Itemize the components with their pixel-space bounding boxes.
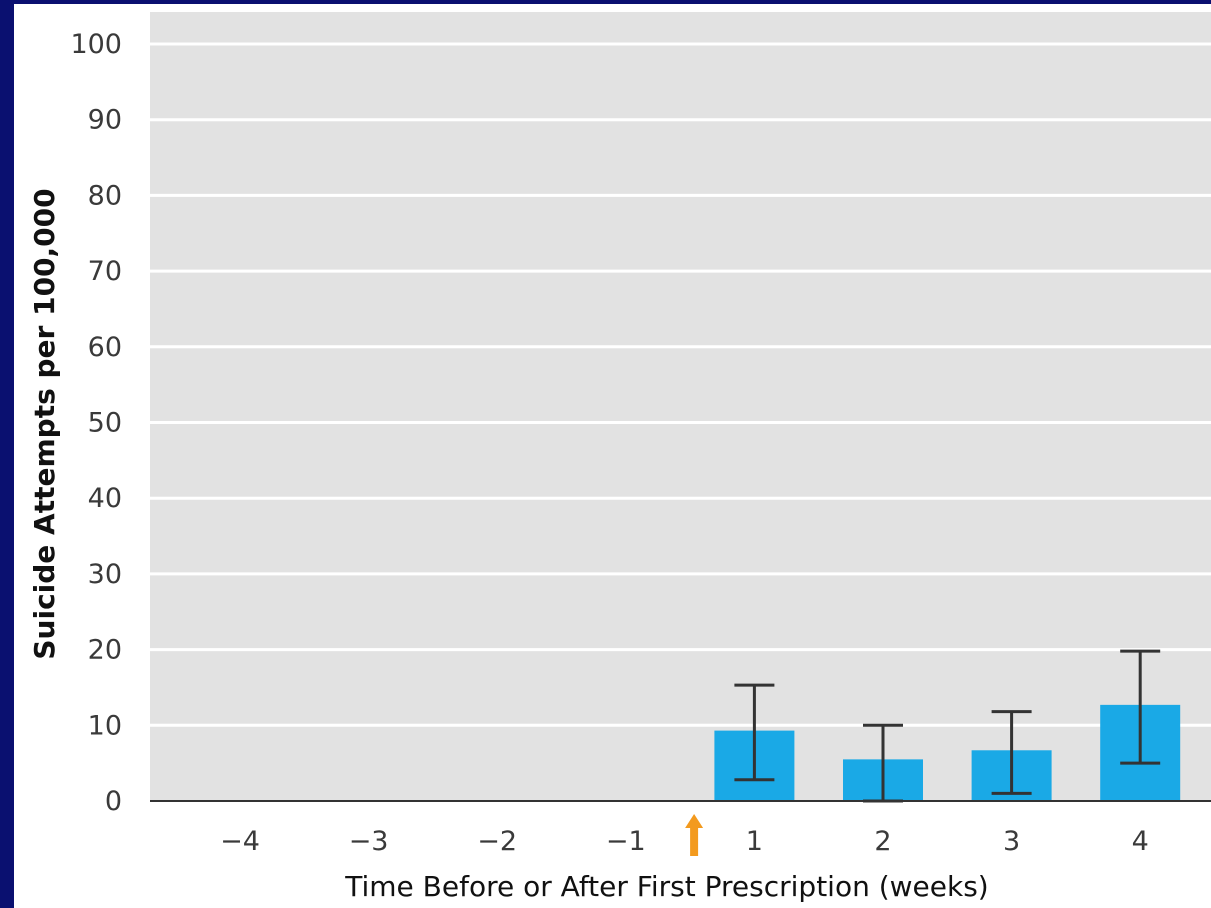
x-tick-label: −2 — [477, 826, 517, 857]
y-tick-label: 10 — [88, 710, 122, 741]
x-tick-label: 4 — [1132, 826, 1149, 857]
y-tick-labels: 0 10 20 30 40 50 60 70 80 90 100 — [70, 29, 122, 817]
error-bars — [734, 649, 1161, 803]
chart-figure: 0 10 20 30 40 50 60 70 80 90 100 −4 −3 −2 −1 1 2 3 4 Time… — [14, 4, 1211, 908]
x-tick-label: −4 — [220, 826, 260, 857]
y-tick-label: 30 — [88, 559, 122, 590]
x-tick-label: −3 — [349, 826, 389, 857]
plot-area — [150, 12, 1211, 801]
y-tick-label: 60 — [88, 332, 122, 363]
error-bar — [734, 683, 775, 782]
x-axis-title: Time Before or After First Prescription … — [344, 870, 988, 903]
y-tick-label: 40 — [88, 483, 122, 514]
x-tick-labels: −4 −3 −2 −1 1 2 3 4 — [220, 826, 1149, 857]
y-tick-label: 0 — [105, 786, 122, 817]
y-tick-label: 20 — [88, 635, 122, 666]
arrow-up-icon — [685, 814, 704, 856]
y-tick-label: 100 — [70, 29, 122, 60]
error-bar — [991, 710, 1032, 795]
first-prescription-arrow — [685, 814, 704, 856]
gridlines — [150, 42, 1211, 727]
x-tick-label: 2 — [874, 826, 891, 857]
x-tick-label: 1 — [746, 826, 763, 857]
y-tick-label: 70 — [88, 256, 122, 287]
y-axis-title: Suicide Attempts per 100,000 — [28, 188, 61, 659]
y-tick-label: 80 — [88, 180, 122, 211]
y-tick-label: 90 — [88, 105, 122, 136]
x-tick-label: −1 — [606, 826, 646, 857]
bar-chart: 0 10 20 30 40 50 60 70 80 90 100 −4 −3 −2 −1 1 2 3 4 Time… — [28, 12, 1211, 903]
error-bar — [1120, 649, 1161, 765]
x-tick-label: 3 — [1003, 826, 1020, 857]
y-tick-label: 50 — [88, 408, 122, 439]
